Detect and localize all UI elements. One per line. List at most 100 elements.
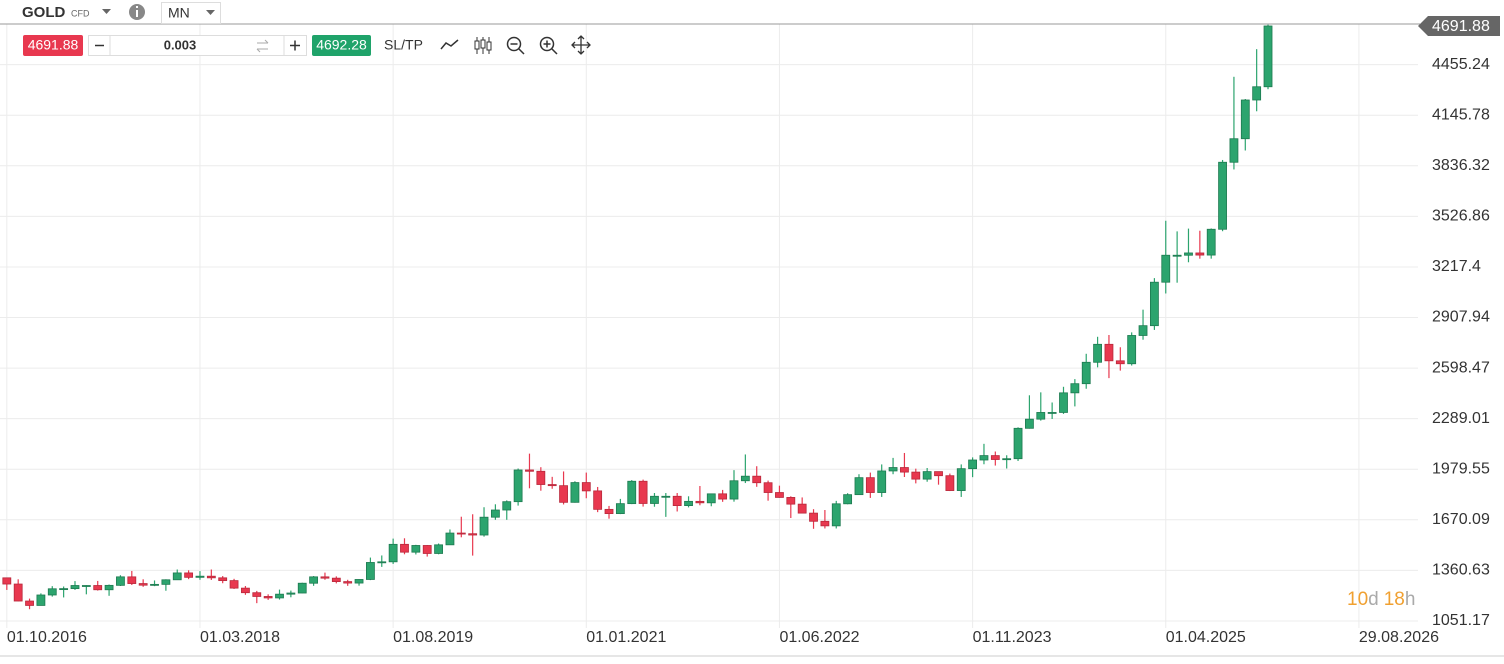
- candle-body: [1252, 86, 1262, 101]
- candle-body: [434, 544, 443, 554]
- timeframe: MN: [168, 5, 190, 21]
- candle-body: [729, 480, 739, 500]
- candle-body: [525, 469, 534, 472]
- candle-icon-body: [480, 39, 486, 49]
- timeframe-select[interactable]: [161, 2, 221, 24]
- zoom-in-icon[interactable]: [539, 36, 555, 52]
- buy-button[interactable]: [312, 35, 371, 56]
- timeframe-dropdown: [206, 10, 215, 15]
- candle-body: [70, 585, 80, 590]
- countdown-hours: 18: [1384, 589, 1405, 610]
- pan-icon[interactable]: [571, 35, 591, 55]
- candle-body: [661, 495, 671, 498]
- candle-body: [411, 545, 421, 553]
- candle-body: [1172, 254, 1182, 257]
- candle-body: [570, 482, 580, 503]
- candle-body: [559, 485, 568, 503]
- candle-body: [490, 509, 500, 518]
- candle-body: [25, 600, 34, 606]
- y-tick-label: 2907.94: [1432, 309, 1490, 326]
- candle-body: [218, 577, 228, 582]
- y-tick-label: 3526.86: [1432, 208, 1490, 225]
- symbol-dropdown[interactable]: [102, 9, 111, 14]
- candle-body: [1229, 138, 1239, 163]
- y-tick-label: 4145.78: [1432, 106, 1490, 123]
- zoom-out-icon[interactable]: [506, 36, 522, 52]
- candle-body: [956, 468, 966, 491]
- candle-body: [354, 579, 364, 584]
- volume-box: [88, 35, 307, 56]
- candle-body: [695, 500, 705, 504]
- zoom-out-glyph: [510, 43, 525, 55]
- candle-body: [400, 543, 409, 553]
- candle-body: [911, 471, 921, 480]
- candle-body: [93, 585, 103, 591]
- candle-body: [127, 576, 137, 584]
- candle-body: [1002, 458, 1012, 461]
- candle-body: [47, 588, 57, 596]
- candle-body: [309, 576, 318, 584]
- candle-body: [888, 467, 898, 472]
- candle-body: [388, 543, 398, 563]
- swap-icon[interactable]: [256, 39, 269, 53]
- symbol-type: CFD: [71, 8, 90, 18]
- countdown-days: 10: [1347, 589, 1368, 610]
- candle-body: [627, 480, 637, 505]
- candle-body: [275, 593, 284, 599]
- candle-body: [1093, 343, 1102, 363]
- y-tick-label: 4455.24: [1432, 56, 1490, 73]
- candle-body: [604, 508, 614, 515]
- candle-body: [456, 532, 466, 535]
- candle-body: [843, 494, 853, 505]
- candle-body: [809, 512, 818, 522]
- candle-body: [13, 583, 23, 602]
- candle-body: [184, 572, 194, 578]
- candle-body: [1013, 427, 1023, 460]
- y-tick-label: 1051.17: [1432, 612, 1490, 629]
- candle-body: [286, 592, 296, 595]
- candle-body: [922, 471, 932, 480]
- candle-body: [820, 520, 830, 527]
- candle-body: [331, 577, 341, 582]
- y-tick-label: 3836.32: [1432, 157, 1490, 174]
- candle-body: [1115, 360, 1125, 365]
- candle-body: [650, 495, 659, 504]
- volume-input[interactable]: 0.003: [164, 37, 197, 52]
- candle-body: [502, 501, 512, 511]
- candle-body: [1036, 412, 1046, 420]
- x-tick-label: 01.01.2021: [586, 629, 666, 646]
- x-tick-label: 29.08.2026: [1359, 629, 1439, 646]
- candle-body: [1127, 335, 1137, 365]
- zoom-in-glyph: [543, 40, 558, 55]
- line-chart-icon[interactable]: [440, 39, 459, 50]
- candle-body: [615, 503, 625, 515]
- y-tick-label: 3217.4: [1432, 258, 1481, 275]
- symbol[interactable]: GOLD: [22, 4, 65, 21]
- candle-body: [684, 500, 693, 506]
- sltp-button[interactable]: SL/TP: [384, 37, 423, 53]
- candle-body: [536, 470, 546, 485]
- candle-body: [229, 580, 239, 589]
- ask-price: 4692.28: [316, 37, 367, 53]
- increase-button[interactable]: [290, 40, 300, 51]
- candle-body: [900, 467, 909, 473]
- candle-body: [854, 477, 864, 496]
- candle-body: [1104, 343, 1114, 362]
- candle-body: [59, 588, 69, 591]
- countdown-hours-unit: h: [1405, 589, 1416, 610]
- sell-button[interactable]: [23, 35, 83, 56]
- candle-body: [36, 594, 46, 606]
- candle-body: [172, 572, 182, 581]
- candle-body: [445, 532, 455, 546]
- y-tick-label: 1979.55: [1432, 460, 1490, 477]
- plot-area: [0, 24, 1418, 628]
- candle-body: [150, 583, 159, 586]
- candle-body: [116, 576, 125, 586]
- candle-body: [138, 583, 148, 586]
- candle-body: [934, 471, 943, 477]
- candle-body: [547, 484, 557, 487]
- candle-body: [1184, 252, 1193, 256]
- info-icon-dot: [136, 6, 138, 8]
- candle-body: [161, 579, 171, 585]
